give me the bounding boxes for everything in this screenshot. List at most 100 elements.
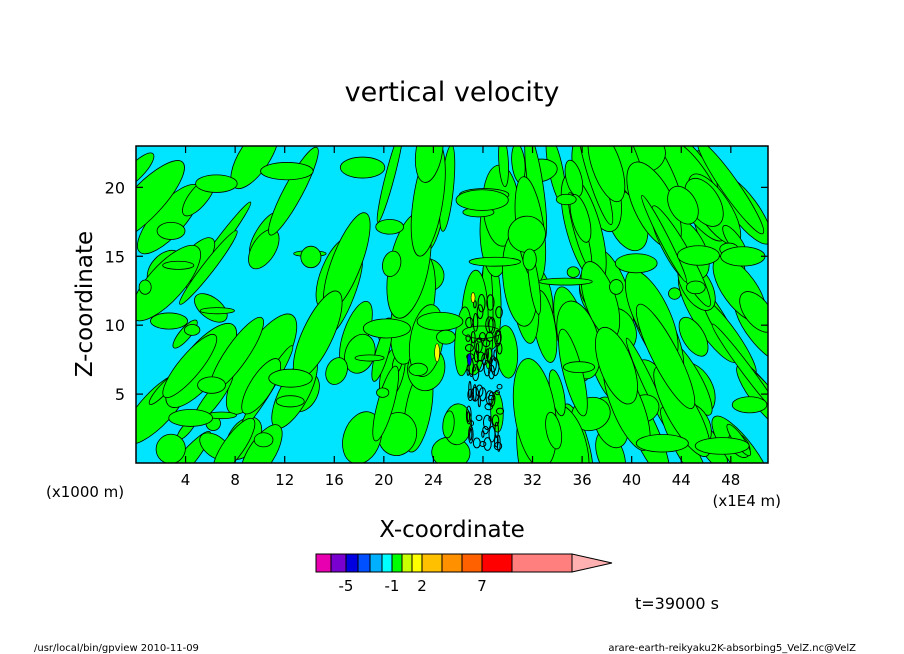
core-contour <box>477 395 481 408</box>
field-patch <box>436 329 456 345</box>
field-patch <box>678 316 709 357</box>
field-patch <box>195 174 238 193</box>
field-patch <box>375 219 405 235</box>
x-tick-label: 8 <box>230 471 240 489</box>
core-contour <box>471 364 480 382</box>
core-contour <box>488 316 496 334</box>
core-contour <box>483 437 492 451</box>
field-patch <box>179 230 238 305</box>
core-contour <box>476 351 485 362</box>
colorbar-label: -1 <box>385 577 400 595</box>
colorbar-swatch <box>461 553 483 573</box>
x-axis-ticks: 4 8 12 16 20 24 28 32 36 40 44 48 <box>181 146 740 489</box>
field-patch <box>382 250 402 277</box>
updraft-patch <box>434 343 440 363</box>
core-contour <box>495 407 505 415</box>
field-patch <box>555 193 577 206</box>
field-patch <box>696 146 765 235</box>
field-patch <box>325 357 348 385</box>
core-contour <box>476 304 484 320</box>
field-patch <box>512 358 558 463</box>
colorbar-swatch <box>411 553 423 573</box>
core-contour <box>468 425 474 444</box>
y-tick-label: 15 <box>105 247 125 266</box>
colorbar-swatch <box>441 553 463 573</box>
colorbar-swatch <box>391 553 403 573</box>
field-patch <box>136 160 185 243</box>
field-patch <box>455 189 509 211</box>
core-contour <box>470 386 480 402</box>
field-patch <box>442 410 455 439</box>
core-contour <box>482 339 491 348</box>
field-patch <box>468 256 521 267</box>
x-tick-label: 20 <box>374 471 393 489</box>
updraft-patch <box>470 292 476 303</box>
colorbar-swatch <box>345 553 359 573</box>
convection-contours <box>434 292 505 452</box>
field-patch <box>300 245 322 269</box>
core-contour <box>476 359 485 372</box>
x-tick-label: 40 <box>622 471 641 489</box>
x-unit-left: (x1000 m) <box>46 483 124 501</box>
plot-area <box>135 145 769 464</box>
x-tick-label: 28 <box>473 471 492 489</box>
footer-right: arare-earth-reikyaku2K-absorbing5_VelZ.n… <box>608 643 856 654</box>
x-axis-label: X-coordinate <box>379 517 525 543</box>
field-patch <box>635 434 689 453</box>
y-axis-label: Z-coordinate <box>72 231 98 377</box>
y-tick-label: 20 <box>105 178 125 197</box>
field-patch <box>253 432 274 448</box>
core-contour <box>469 427 473 441</box>
colorbar-swatch <box>315 553 332 573</box>
field-patch <box>685 280 706 295</box>
core-contour <box>490 357 500 377</box>
core-contour <box>475 414 483 422</box>
x-tick-label: 16 <box>325 471 344 489</box>
plot-frame <box>135 145 769 464</box>
colorbar-swatch <box>357 553 371 573</box>
core-contour <box>464 344 474 352</box>
core-contour <box>465 334 471 342</box>
field-patch <box>138 279 152 295</box>
core-contour <box>484 403 494 411</box>
field-patch <box>156 221 186 240</box>
core-contour <box>483 359 491 377</box>
field-patch <box>150 312 189 330</box>
core-contour <box>496 383 503 390</box>
x-tick-label: 12 <box>275 471 294 489</box>
core-contour <box>494 435 499 448</box>
core-contour <box>496 342 503 355</box>
field-patch <box>184 324 201 336</box>
core-contour <box>494 421 499 438</box>
field-patch <box>720 246 766 267</box>
field-patch <box>260 162 314 181</box>
field-patch <box>668 287 682 300</box>
core-contour <box>494 389 500 396</box>
x-unit-right: (x1E4 m) <box>712 492 781 510</box>
y-tick-label: 10 <box>105 316 125 335</box>
core-contour <box>479 441 487 447</box>
field-patch <box>199 307 235 315</box>
field-patch <box>538 277 593 286</box>
field-patch <box>212 417 256 463</box>
colorbar-label: -5 <box>339 577 354 595</box>
core-contour <box>467 388 474 402</box>
field-patch <box>635 303 696 409</box>
field-patch <box>362 318 411 339</box>
field-patch <box>677 245 720 266</box>
x-tick-label: 36 <box>573 471 592 489</box>
field-patch <box>376 387 390 398</box>
downdraft-patch <box>467 353 472 366</box>
field-patch <box>342 411 383 463</box>
core-contour <box>485 390 494 406</box>
core-contour <box>485 316 494 334</box>
x-tick-label: 48 <box>721 471 740 489</box>
chart-title: vertical velocity <box>345 77 560 108</box>
core-contour <box>485 348 489 360</box>
field-patch <box>416 311 464 331</box>
core-contour <box>470 331 476 344</box>
y-axis-ticks: 5 10 15 20 <box>105 178 768 404</box>
field-patch <box>155 433 186 463</box>
field-patch <box>268 368 313 388</box>
field-patch <box>197 376 226 394</box>
